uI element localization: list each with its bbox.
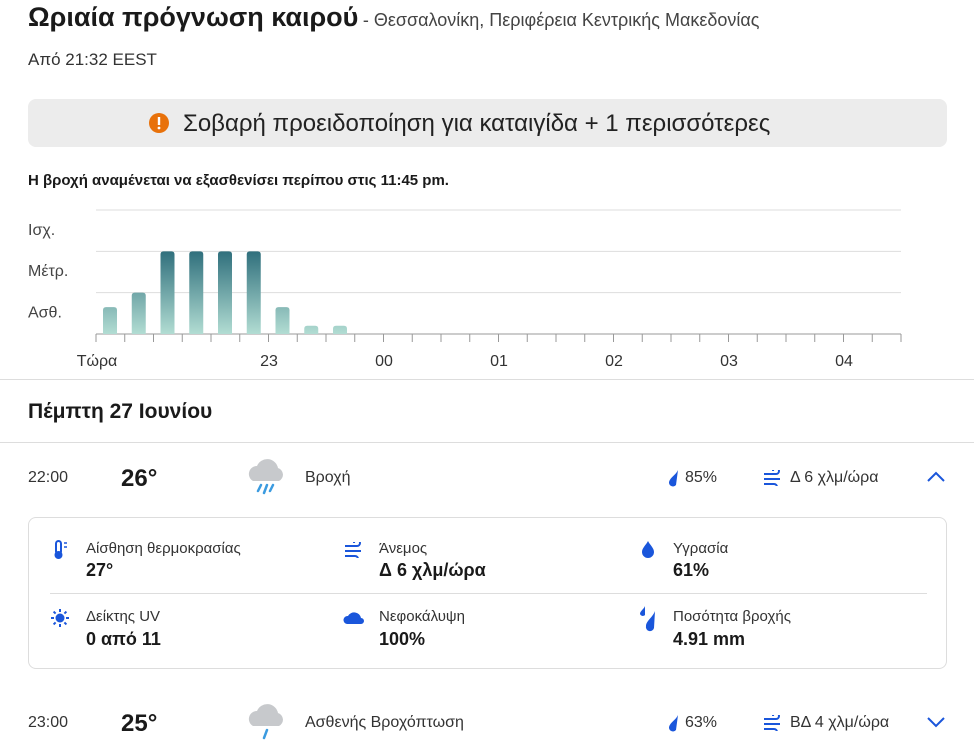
- detail-value: 27°: [86, 560, 114, 580]
- detail-label: Δείκτης UV: [86, 608, 161, 625]
- x-tick-label: 04: [835, 353, 853, 370]
- level-label: Ασθ.: [28, 305, 62, 322]
- rain-bar: [333, 325, 347, 334]
- thermo-icon: [54, 540, 67, 559]
- rain-bar: [275, 307, 290, 334]
- hour-temp: 26°: [121, 465, 158, 492]
- hour-time: 22:00: [28, 469, 69, 486]
- expand-chevron[interactable]: [926, 716, 946, 728]
- wind-icon: [764, 715, 780, 731]
- title-line: Ωριαία πρόγνωση καιρού - Θεσσαλονίκη, Πε…: [28, 2, 759, 33]
- divider: [0, 379, 974, 380]
- x-tick-label: Τώρα: [77, 353, 118, 370]
- detail-label: Υγρασία: [673, 540, 729, 557]
- divider: [0, 442, 974, 443]
- rain-bar: [218, 251, 232, 334]
- wind-icon: [764, 470, 780, 486]
- level-label: Ισχ.: [28, 222, 55, 239]
- updated: Από 21:32 EEST: [28, 50, 157, 69]
- level-label: Μέτρ.: [28, 263, 68, 280]
- drop-icon: [669, 470, 678, 487]
- alert-box[interactable]: Σοβαρή προειδοποίηση για καταιγίδα + 1 π…: [28, 99, 947, 147]
- rain-bar: [246, 251, 261, 334]
- detail-label: Αίσθηση θερμοκρασίας: [86, 540, 241, 557]
- hour-condition: Βροχή: [305, 469, 351, 486]
- rain-icon: [248, 704, 283, 740]
- wind-icon: [345, 542, 361, 558]
- details-box: Αίσθηση θερμοκρασίας 27° Άνεμος Δ 6 χλμ/…: [28, 517, 947, 669]
- rain-chart: Ισχ. Μέτρ. Ασθ. Τώρα 23 00 01 02 03 04: [28, 209, 902, 370]
- drop-icon: [669, 715, 678, 732]
- day-heading: Πέμπτη 27 Ιουνίου: [28, 400, 213, 423]
- detail-label: Άνεμος: [379, 540, 428, 557]
- rain-bar: [304, 325, 319, 334]
- detail-label: Ποσότητα βροχής: [673, 608, 791, 625]
- rain-bar: [160, 251, 175, 334]
- alert-text: Σοβαρή προειδοποίηση για καταιγίδα + 1 π…: [183, 110, 771, 137]
- cloud-icon: [343, 612, 364, 624]
- rain-summary: Η βροχή αναμένεται να εξασθενίσει περίπο…: [28, 172, 449, 189]
- hour-rain-chance: 63%: [685, 714, 718, 731]
- detail-value: 4.91 mm: [673, 629, 746, 649]
- detail-label: Νεφοκάλυψη: [379, 608, 465, 625]
- hour-wind: Δ 6 χλμ/ώρα: [790, 469, 879, 486]
- x-tick-label: 03: [720, 353, 738, 370]
- x-tick-label: 00: [375, 353, 393, 370]
- hour-row[interactable]: 23:00 25° Ασθενής Βροχόπτωση 63% ΒΔ 4 χλ…: [0, 700, 974, 746]
- rain-bar: [103, 307, 117, 334]
- rain-bar: [189, 251, 204, 334]
- collapse-chevron[interactable]: [926, 471, 946, 483]
- rain-amount-icon: [640, 606, 655, 632]
- alert-icon: [149, 113, 169, 133]
- hour-wind: ΒΔ 4 χλμ/ώρα: [790, 714, 890, 731]
- hour-condition: Ασθενής Βροχόπτωση: [305, 714, 464, 731]
- x-tick-label: 23: [260, 353, 278, 370]
- details-divider: [50, 593, 927, 594]
- x-tick-label: 01: [490, 353, 508, 370]
- rain-icon: [248, 459, 283, 495]
- detail-value: 61%: [673, 560, 710, 580]
- detail-value: 100%: [379, 629, 426, 649]
- detail-value: 0 από 11: [86, 629, 161, 649]
- detail-value: Δ 6 χλμ/ώρα: [379, 560, 486, 580]
- title: Ωριαία πρόγνωση καιρού: [28, 2, 359, 32]
- rain-bar: [131, 292, 146, 334]
- hour-row[interactable]: 22:00 26° Βροχή 85% Δ 6 χλμ/ώρα: [0, 455, 974, 501]
- hour-rain-chance: 85%: [685, 469, 718, 486]
- hour-temp: 25°: [121, 710, 158, 737]
- location: - Θεσσαλονίκη, Περιφέρεια Κεντρικής Μακε…: [362, 10, 760, 30]
- hour-time: 23:00: [28, 714, 69, 731]
- x-tick-label: 02: [605, 353, 623, 370]
- humidity-icon: [642, 541, 654, 558]
- uv-icon: [51, 609, 69, 627]
